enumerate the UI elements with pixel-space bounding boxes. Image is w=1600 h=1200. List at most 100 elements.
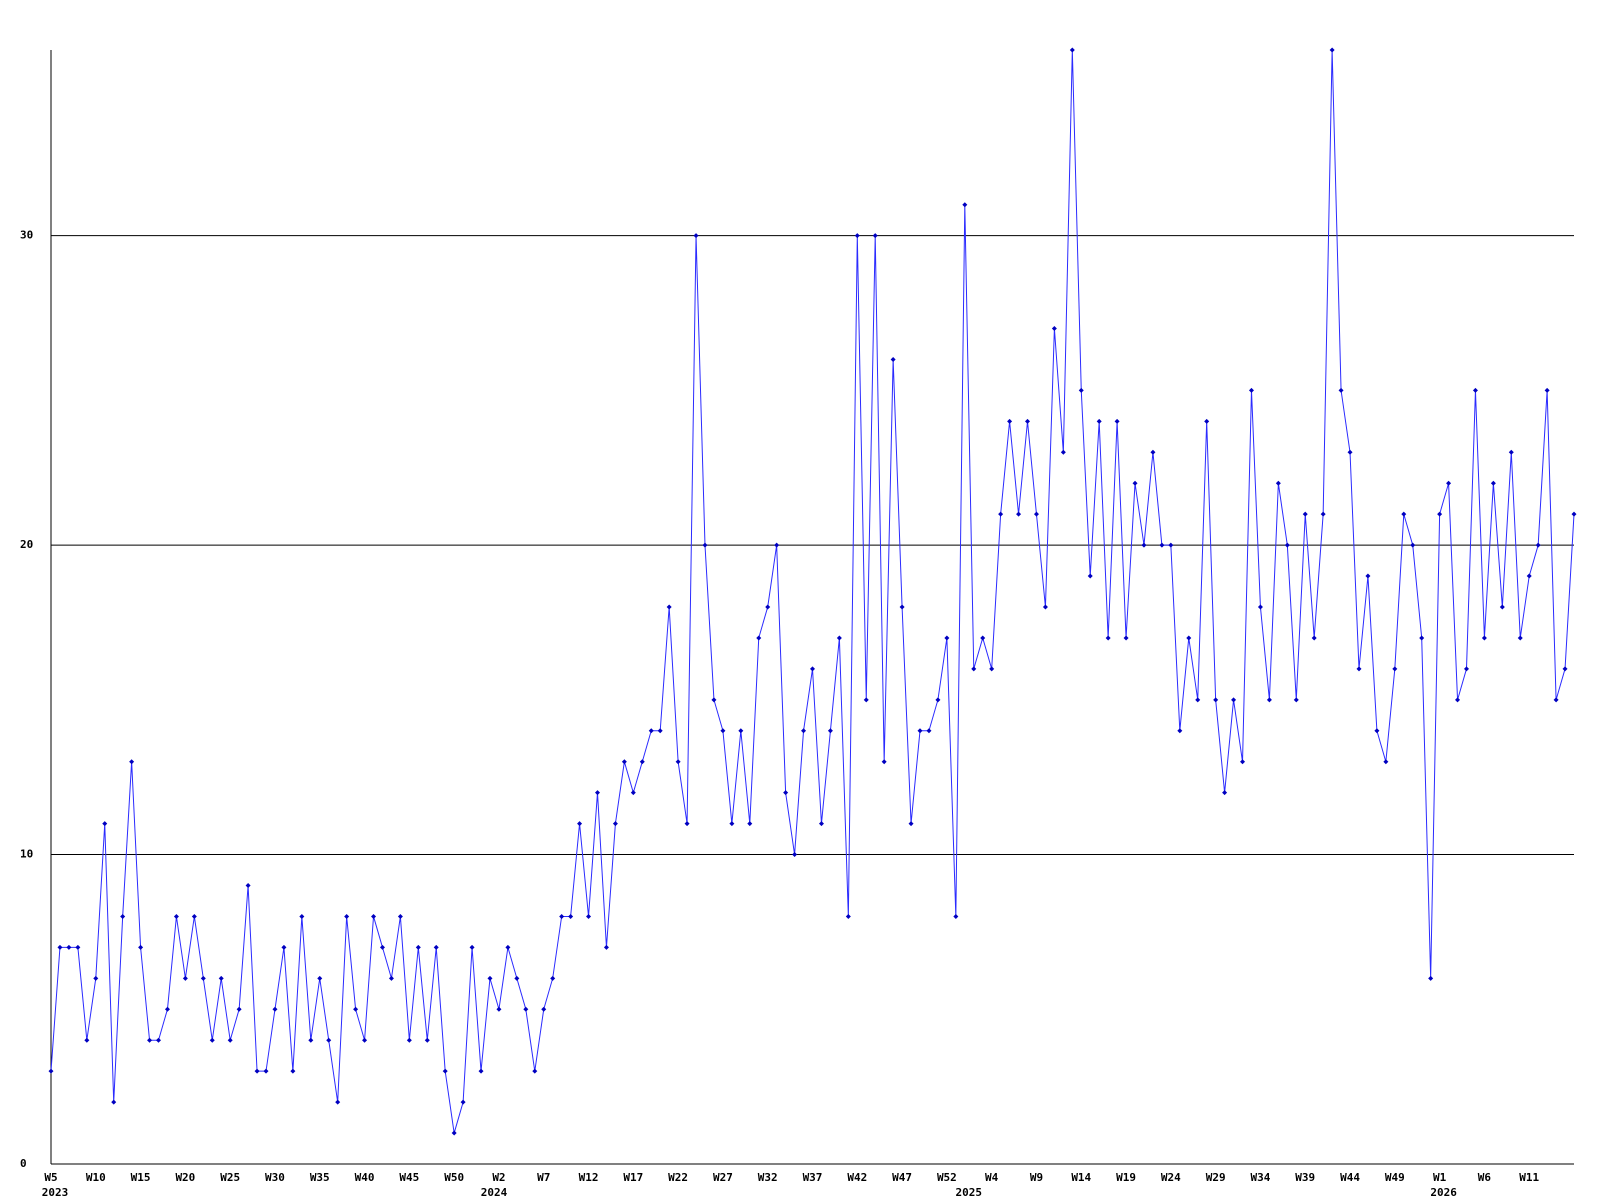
x-tick-label: W6 [1478,1171,1492,1184]
data-point [1365,573,1371,579]
data-point [397,913,403,919]
data-point [48,1068,54,1074]
data-point [335,1099,341,1105]
y-tick-label: 20 [20,538,33,551]
data-point [218,975,224,981]
data-point [173,913,179,919]
data-point [353,1006,359,1012]
x-tick-label: W34 [1251,1171,1271,1184]
data-point [1463,666,1469,672]
x-tick-label: W20 [175,1171,195,1184]
x-tick-label: W49 [1385,1171,1405,1184]
data-point [1338,387,1344,393]
x-tick-label: W11 [1519,1171,1539,1184]
data-point [594,790,600,796]
data-point [1374,728,1380,734]
data-point [711,697,717,703]
data-point [209,1037,215,1043]
data-point [326,1037,332,1043]
data-point [200,975,206,981]
data-point [1472,387,1478,393]
data-point [236,1006,242,1012]
data-point [147,1037,153,1043]
x-tick-label: W15 [131,1171,151,1184]
data-point [254,1068,260,1074]
data-point [245,883,251,888]
data-point [1437,511,1443,517]
data-point [182,975,188,981]
x-tick-label: W40 [355,1171,375,1184]
data-point [156,1037,162,1043]
data-point [810,666,815,672]
data-point [1123,635,1129,641]
y-tick-label: 0 [20,1157,27,1170]
data-point [1159,542,1165,548]
data-point [621,759,627,765]
data-point [756,635,762,641]
data-point [1410,542,1416,548]
data-point [469,944,475,950]
data-point [1033,511,1039,517]
data-point [872,233,878,239]
data-point [227,1037,233,1043]
data-point [1508,449,1514,455]
data-point [57,944,63,950]
data-point [1535,542,1541,548]
data-point [1293,697,1299,703]
x-tick-label: W2 [492,1171,505,1184]
data-point [612,821,618,827]
data-point [1446,480,1452,486]
data-point [317,975,323,981]
data-point [406,1037,412,1043]
data-point [1562,666,1568,672]
data-point [836,635,842,641]
data-point [138,944,144,950]
x-tick-label: W52 [937,1171,957,1184]
data-point [908,821,914,827]
data-point [630,790,636,796]
data-point [1526,573,1532,579]
data-point [388,975,394,981]
data-point [1195,697,1201,703]
data-point [1257,604,1263,610]
x-year-label: 2025 [956,1186,983,1199]
data-point [1177,728,1183,734]
data-point [1025,418,1031,424]
x-tick-label: W5 [44,1171,57,1184]
x-tick-label: W12 [579,1171,599,1184]
data-point [1114,418,1120,424]
x-tick-label: W29 [1206,1171,1226,1184]
x-tick-label: W7 [537,1171,550,1184]
data-point [1150,449,1156,455]
x-tick-label: W25 [220,1171,240,1184]
x-tick-label: W50 [444,1171,464,1184]
data-point [648,728,654,734]
data-point [801,728,807,734]
data-point [863,697,869,703]
data-point [559,913,565,919]
data-point [272,1006,278,1012]
data-point [263,1068,269,1074]
x-tick-label: W14 [1071,1171,1091,1184]
data-point [953,913,959,919]
data-point [505,944,511,950]
x-year-label: 2024 [481,1186,508,1199]
data-point [1553,697,1559,703]
data-point [881,759,887,765]
data-point [926,728,932,734]
x-tick-label: W24 [1161,1171,1181,1184]
data-point [854,233,860,239]
data-point [496,1006,502,1012]
data-point [944,635,950,641]
data-point [783,790,789,796]
data-point [129,759,135,765]
data-point [84,1037,90,1043]
data-point [1302,511,1308,517]
data-point [729,821,735,827]
data-point [111,1099,117,1105]
data-point [1222,790,1228,796]
x-tick-label: W32 [758,1171,778,1184]
x-tick-label: W39 [1295,1171,1315,1184]
data-point [586,913,592,919]
data-point [415,944,421,950]
